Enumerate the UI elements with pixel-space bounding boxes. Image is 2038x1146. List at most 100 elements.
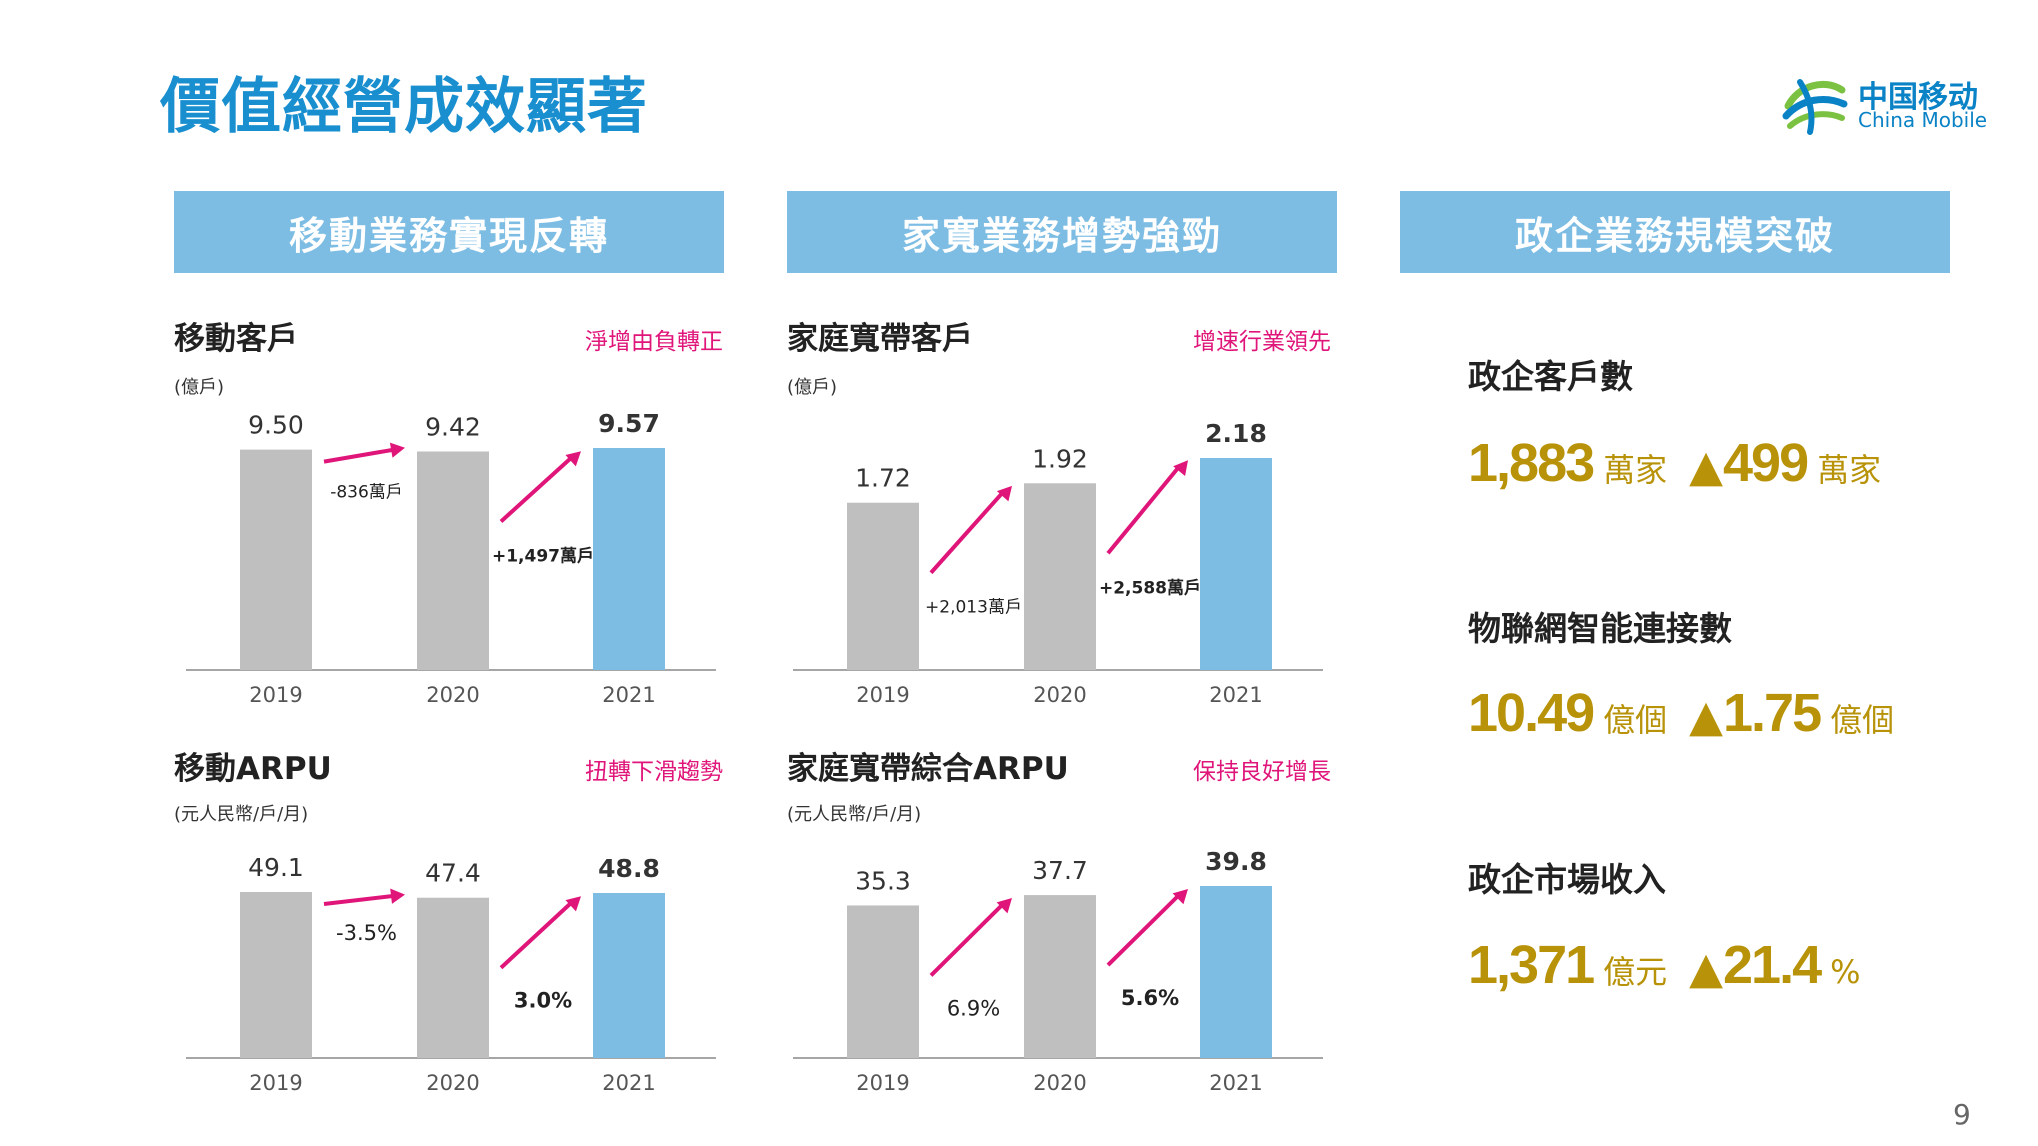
chart-mobile-customers: 9.50 2019 9.42 2020 9.57 2021 -836萬戶 +1,497萬戶 — [186, 409, 716, 707]
metric-row-enterprise-revenue: 1,371 億元 ▲21.4% — [1468, 934, 1883, 996]
metric-change-unit: % — [1830, 953, 1861, 991]
tick-label-2019: 2019 — [856, 683, 909, 707]
change-label: -3.5% — [336, 921, 397, 945]
data-label-2020: 9.42 — [425, 412, 481, 441]
trend-arrow-line — [323, 893, 396, 906]
bar-2020 — [1024, 483, 1096, 670]
up-triangle-icon: ▲ — [1689, 441, 1723, 492]
trend-arrow-head-icon — [390, 888, 405, 904]
tick-label-2021: 2021 — [1209, 683, 1262, 707]
chart-unit-broadband-arpu: (元人民幣/戶/月) — [787, 804, 922, 825]
tick-label-2020: 2020 — [1033, 683, 1086, 707]
bar-2021 — [1200, 458, 1272, 670]
china-mobile-logo: 中国移动 China Mobile — [1780, 68, 2000, 138]
change-label: +2,013萬戶 — [925, 598, 1022, 618]
page-number: 9 — [1953, 1098, 1971, 1131]
trend-arrow-line — [1106, 466, 1180, 555]
metric-change: 1.75 — [1723, 683, 1822, 743]
trend-arrow-head-icon — [1172, 888, 1188, 905]
chart-title-broadband-customers: 家庭寬帶客戶 — [787, 321, 973, 357]
change-label: +1,497萬戶 — [492, 545, 594, 566]
change-label: 6.9% — [947, 996, 1000, 1020]
data-label-2020: 47.4 — [425, 859, 481, 888]
data-label-2021: 39.8 — [1205, 847, 1267, 876]
chart-note-mobile-customers: 淨增由負轉正 — [585, 329, 723, 355]
metric-change-unit: 億個 — [1830, 701, 1895, 739]
metric-unit: 萬家 — [1603, 451, 1668, 489]
chart-broadband-arpu: 35.3 2019 37.7 2020 39.8 2021 6.9% 5.6% — [793, 847, 1323, 1095]
chart-mobile-arpu: 49.1 2019 47.4 2020 48.8 2021 -3.5% 3.0% — [186, 853, 716, 1095]
chart-broadband-customers: 1.72 2019 1.92 2020 2.18 2021 +2,013萬戶 +2,588萬戶 — [793, 419, 1323, 707]
bar-2019 — [240, 892, 312, 1058]
bar-2019 — [847, 502, 919, 670]
metric-value: 10.49 — [1468, 683, 1595, 743]
metric-row-iot-connections: 10.49 億個 ▲1.75 億個 — [1468, 682, 1916, 744]
tick-label-2019: 2019 — [249, 1071, 302, 1095]
change-label: 3.0% — [514, 989, 572, 1013]
tick-label-2021: 2021 — [602, 1071, 655, 1095]
trend-arrow-line — [929, 491, 1004, 575]
chart-title-mobile-arpu: 移動ARPU — [174, 751, 332, 787]
change-label: +2,588萬戶 — [1099, 577, 1201, 598]
panel-header-enterprise: 政企業務規模突破 — [1400, 191, 1950, 273]
trend-arrow-line — [499, 456, 573, 523]
change-label: -836萬戶 — [330, 483, 403, 503]
up-triangle-icon: ▲ — [1689, 943, 1723, 994]
metric-row-enterprise-customers: 1,883 萬家 ▲499 萬家 — [1468, 432, 1903, 494]
logo-text-en: China Mobile — [1858, 108, 1988, 132]
chart-unit-mobile-arpu: (元人民幣/戶/月) — [174, 804, 309, 825]
metric-value: 1,371 — [1468, 935, 1595, 995]
metric-change: 21.4 — [1723, 935, 1822, 995]
trend-arrow-head-icon — [565, 896, 581, 912]
trend-arrow-line — [323, 447, 396, 464]
panel-header-mobile: 移動業務實現反轉 — [174, 191, 724, 273]
chart-note-broadband-customers: 增速行業領先 — [1193, 329, 1331, 355]
chart-note-mobile-arpu: 扭轉下滑趨勢 — [585, 759, 723, 785]
trend-arrow-head-icon — [996, 485, 1012, 502]
change-label: 5.6% — [1121, 986, 1179, 1010]
chart-note-broadband-arpu: 保持良好增長 — [1193, 759, 1331, 785]
data-label-2019: 1.72 — [855, 464, 911, 493]
trend-arrow-head-icon — [1173, 460, 1188, 476]
trend-arrow-head-icon — [565, 451, 581, 467]
trend-arrow-head-icon — [389, 442, 405, 458]
logo-text-cn: 中国移动 — [1858, 80, 1978, 115]
metric-label-enterprise-revenue: 政企市場收入 — [1468, 860, 1666, 899]
tick-label-2021: 2021 — [602, 683, 655, 707]
tick-label-2019: 2019 — [249, 683, 302, 707]
metric-change-unit: 萬家 — [1817, 451, 1882, 489]
data-label-2020: 37.7 — [1032, 856, 1088, 885]
bar-2021 — [593, 448, 665, 670]
panel-header-broadband: 家寬業務增勢強勁 — [787, 191, 1337, 273]
bar-2020 — [1024, 895, 1096, 1058]
metric-value: 1,883 — [1468, 433, 1595, 493]
tick-label-2020: 2020 — [1033, 1071, 1086, 1095]
bar-2020 — [417, 451, 489, 670]
chart-unit-mobile-customers: (億戶) — [174, 377, 225, 398]
chart-title-mobile-customers: 移動客戶 — [174, 321, 298, 357]
trend-arrow-line — [1106, 894, 1180, 967]
data-label-2021: 48.8 — [598, 854, 660, 883]
tick-label-2019: 2019 — [856, 1071, 909, 1095]
chart-unit-broadband-customers: (億戶) — [787, 377, 838, 398]
bar-2019 — [847, 905, 919, 1058]
china-mobile-emblem-icon — [1782, 79, 1848, 135]
data-label-2020: 1.92 — [1032, 444, 1088, 473]
tick-label-2020: 2020 — [426, 1071, 479, 1095]
metric-label-enterprise-customers: 政企客戶數 — [1468, 357, 1633, 396]
trend-arrow-line — [929, 903, 1004, 977]
metric-label-iot-connections: 物聯網智能連接數 — [1468, 609, 1732, 648]
bar-2021 — [593, 893, 665, 1058]
tick-label-2020: 2020 — [426, 683, 479, 707]
data-label-2019: 49.1 — [248, 853, 304, 882]
metric-unit: 億元 — [1603, 953, 1668, 991]
up-triangle-icon: ▲ — [1689, 691, 1723, 742]
bar-2020 — [417, 897, 489, 1058]
data-label-2019: 35.3 — [855, 866, 911, 895]
data-label-2021: 9.57 — [598, 409, 660, 438]
bar-2021 — [1200, 886, 1272, 1058]
chart-title-broadband-arpu: 家庭寬帶綜合ARPU — [787, 751, 1069, 787]
trend-arrow-head-icon — [996, 898, 1012, 914]
bar-2019 — [240, 449, 312, 670]
data-label-2021: 2.18 — [1205, 419, 1267, 448]
